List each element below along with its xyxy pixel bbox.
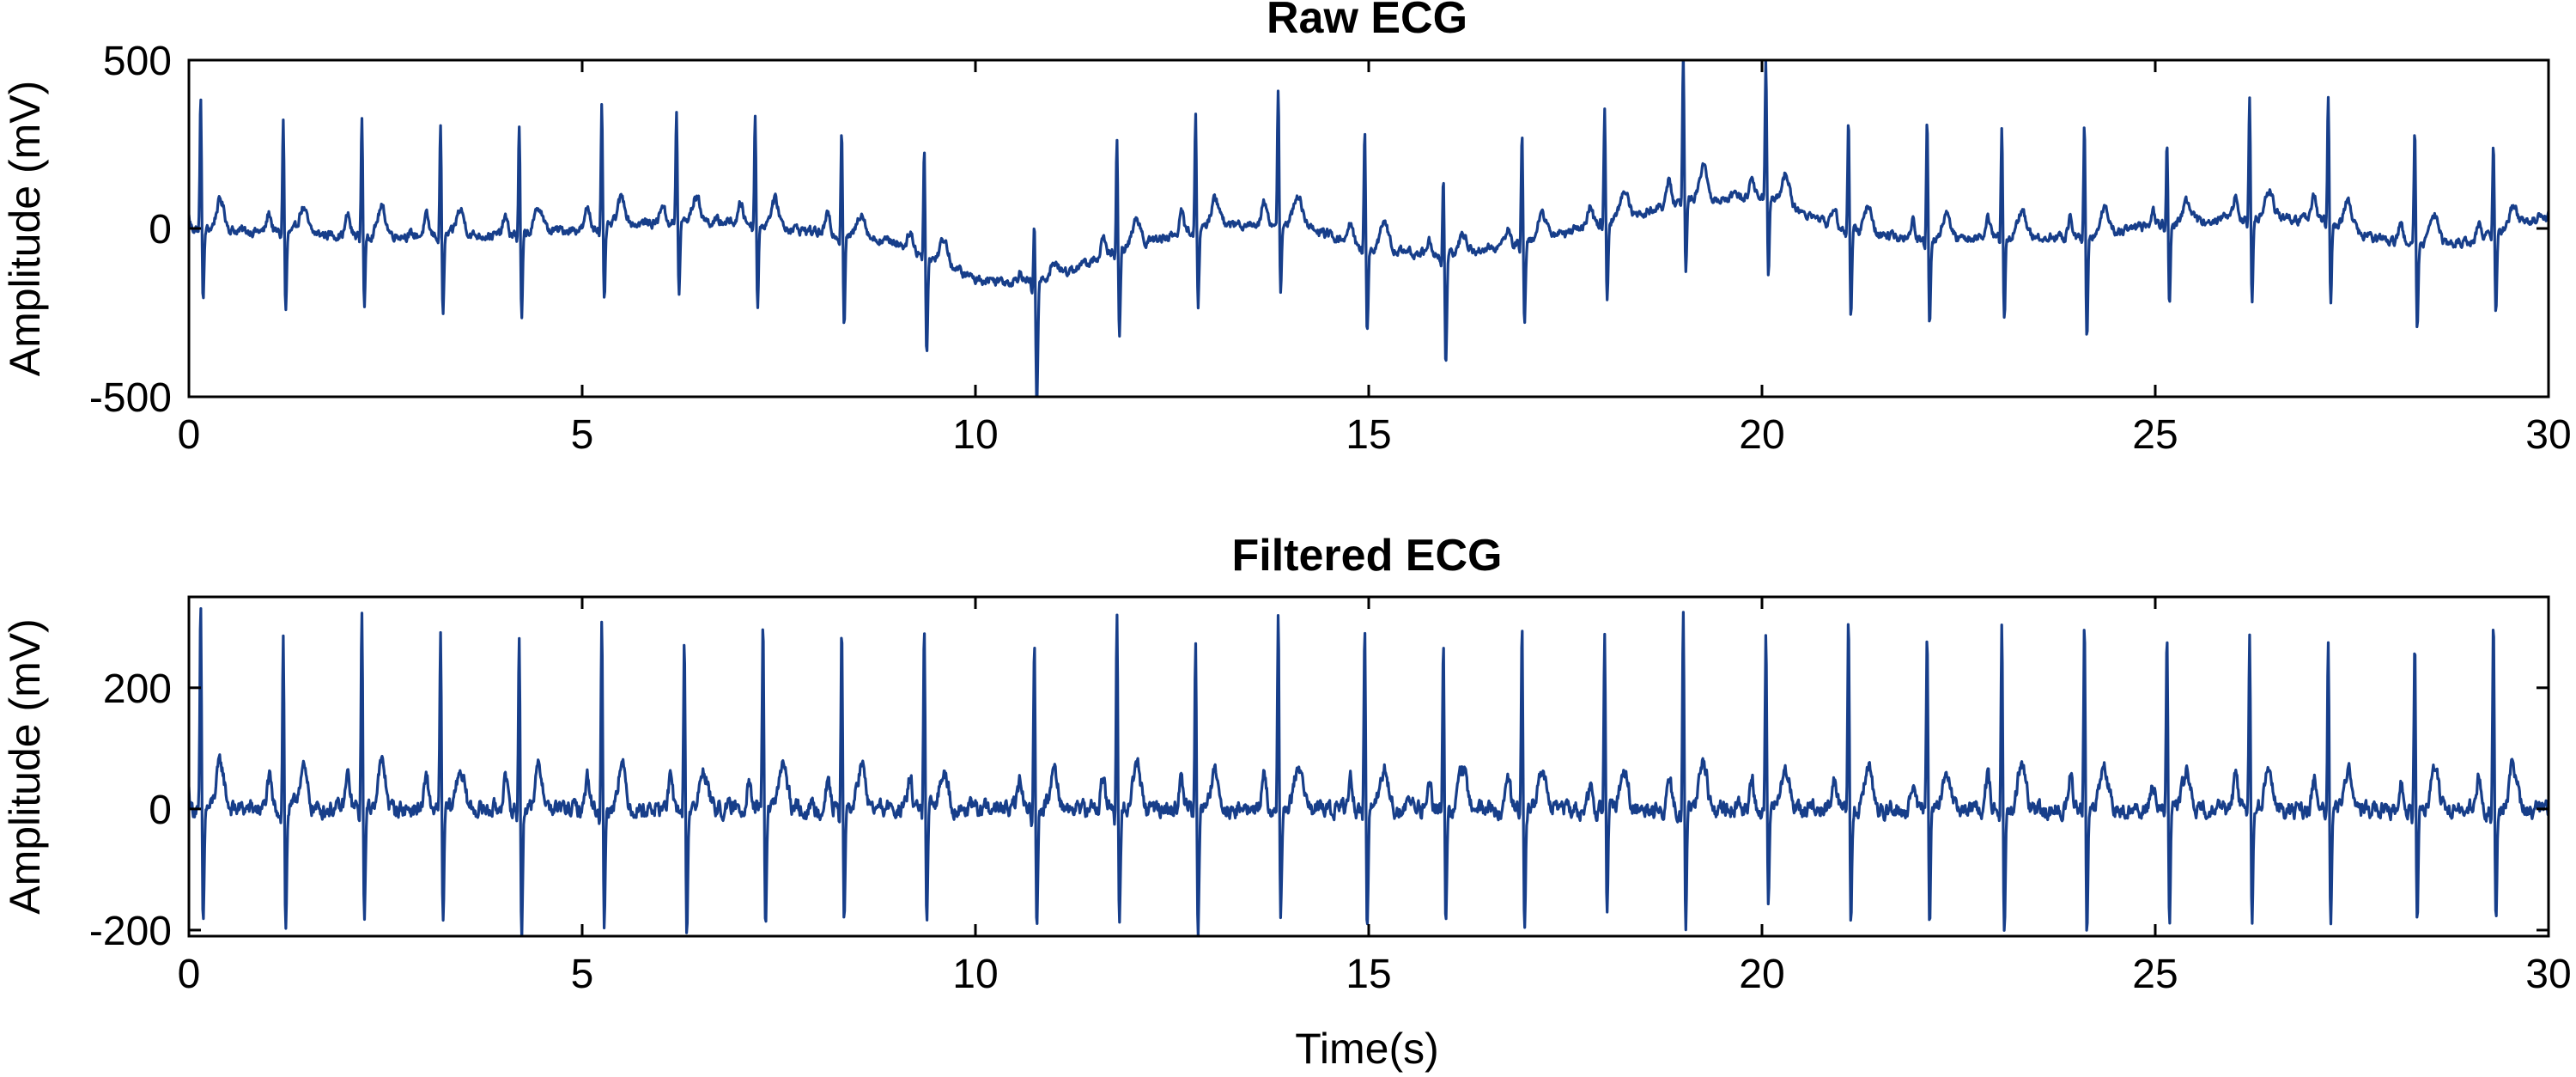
filtered-ecg-ytick-label-200: 200 — [103, 666, 172, 712]
filtered-ecg-ylabel: Amplitude (mV) — [1, 618, 49, 915]
raw-ecg-xtick-label-0: 0 — [178, 412, 201, 458]
filtered-ecg-title: Filtered ECG — [1232, 531, 1503, 581]
filtered-ecg-xtick-label-20: 20 — [1739, 952, 1784, 997]
raw-ecg-axes-frame — [187, 58, 2550, 399]
raw-ecg-xtick-label-25: 25 — [2132, 412, 2178, 458]
raw-ecg-ylabel: Amplitude (mV) — [1, 81, 49, 377]
raw-ecg-xtick-label-20: 20 — [1739, 412, 1784, 458]
filtered-ecg-xtick-label-10: 10 — [952, 952, 998, 997]
filtered-ecg-xlabel: Time(s) — [1295, 1025, 1439, 1073]
raw-ecg-xtick-label-30: 30 — [2525, 412, 2571, 458]
filtered-ecg-xtick-label-0: 0 — [178, 952, 201, 997]
filtered-ecg-xtick-label-30: 30 — [2525, 952, 2571, 997]
filtered-ecg-ytick-label-0: 0 — [149, 788, 172, 833]
raw-ecg-ytick-label-0: 0 — [149, 207, 172, 253]
raw-ecg-xtick-label-5: 5 — [571, 412, 594, 458]
filtered-ecg-panel: Filtered ECG Amplitude (mV) Time(s) 0 5 10… — [1, 531, 2572, 1073]
raw-ecg-panel: Raw ECG Amplitude (mV) 0 5 10 15 20 25 30-5000… — [1, 0, 2572, 458]
raw-ecg-ytick-label--500: -500 — [89, 375, 172, 421]
filtered-ecg-trace — [189, 607, 2549, 936]
raw-ecg-trace — [189, 60, 2549, 397]
filtered-ecg-xtick-label-5: 5 — [571, 952, 594, 997]
raw-ecg-xtick-label-10: 10 — [952, 412, 998, 458]
filtered-ecg-xtick-label-15: 15 — [1346, 952, 1391, 997]
filtered-ecg-ytick-label--200: -200 — [89, 909, 172, 954]
raw-ecg-title: Raw ECG — [1267, 0, 1467, 43]
filtered-ecg-xtick-label-25: 25 — [2132, 952, 2178, 997]
raw-ecg-ytick-label-500: 500 — [103, 39, 172, 84]
raw-ecg-xtick-label-15: 15 — [1346, 412, 1391, 458]
